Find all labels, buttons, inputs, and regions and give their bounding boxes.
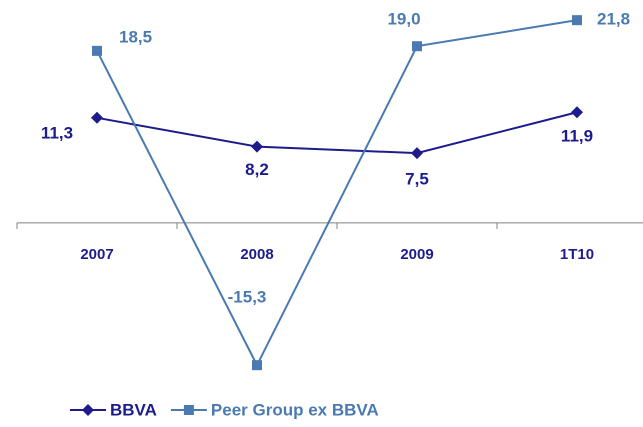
x-tick-label: 1T10 [560,246,594,263]
data-label: 18,5 [119,27,152,46]
series-line [96,19,578,368]
point [411,147,423,160]
point [82,404,94,416]
series-line [96,111,578,155]
data-label: 11,9 [561,127,593,146]
point [92,45,102,56]
legend-label: BBVA [110,400,157,419]
point [251,140,263,153]
point [183,405,194,415]
point [252,360,262,371]
x-tick-label: 2009 [400,246,433,263]
data-label: 19,0 [387,10,420,29]
data-label: -15,3 [228,288,267,307]
data-label: 11,3 [41,123,73,142]
point [412,41,422,52]
point [571,106,583,119]
point [91,111,103,124]
data-label: 8,2 [245,160,269,179]
x-tick-label: 2007 [80,246,113,263]
data-label: 7,5 [405,170,429,189]
data-label: 21,8 [597,10,630,29]
legend-label: Peer Group ex BBVA [211,400,379,419]
x-tick-label: 2008 [240,246,273,263]
point [572,15,582,26]
